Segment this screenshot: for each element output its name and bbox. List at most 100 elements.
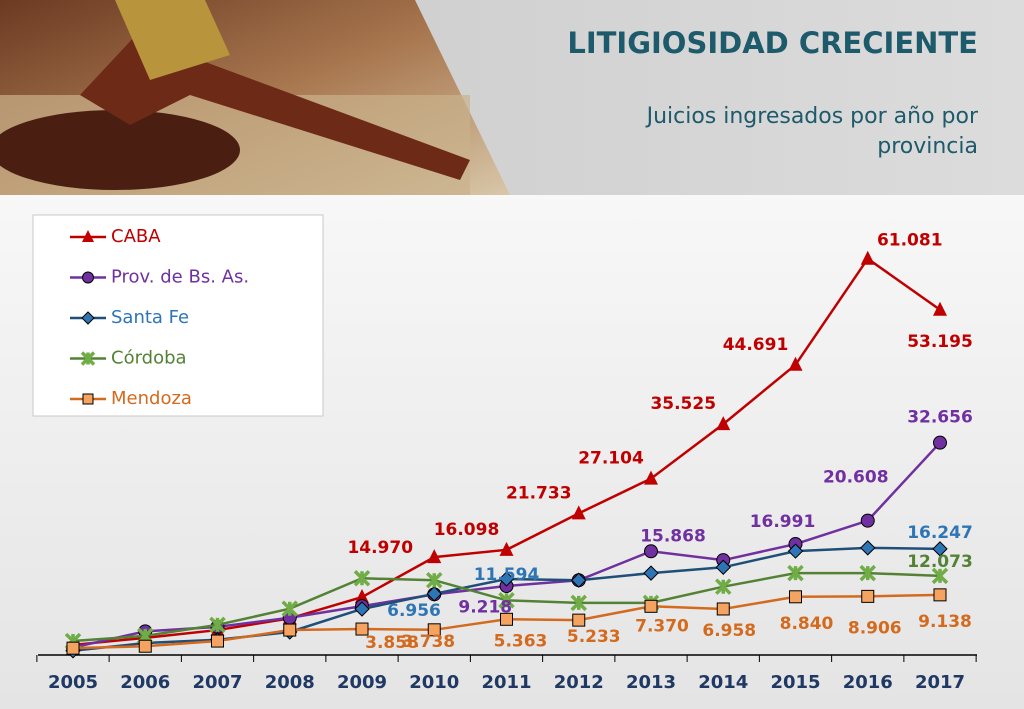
- data-label: 16.247: [907, 523, 973, 543]
- legend-label: Santa Fe: [111, 307, 189, 328]
- data-label: 53.195: [907, 332, 973, 352]
- data-label: 8.840: [780, 614, 834, 634]
- marker: [66, 641, 80, 655]
- data-label: 44.691: [723, 335, 789, 355]
- marker: [860, 540, 876, 556]
- x-tick-label: 2010: [409, 672, 459, 693]
- marker: [283, 623, 297, 637]
- data-label: 3.858: [365, 633, 419, 653]
- marker: [427, 549, 442, 564]
- data-label: 3.738: [401, 632, 455, 652]
- marker: [932, 541, 948, 557]
- data-label: 27.104: [578, 449, 644, 469]
- marker: [644, 599, 658, 613]
- marker: [859, 564, 876, 582]
- title: LITIGIOSIDAD CRECIENTE: [567, 26, 978, 60]
- x-tick-label: 2014: [698, 672, 748, 693]
- data-label: 16.991: [750, 512, 816, 532]
- marker: [571, 572, 587, 588]
- marker: [80, 351, 96, 366]
- marker: [931, 567, 949, 585]
- x-tick-label: 2011: [481, 672, 531, 693]
- marker: [570, 594, 587, 612]
- marker: [788, 356, 803, 371]
- marker: [715, 578, 732, 595]
- x-tick-label: 2016: [843, 672, 893, 693]
- marker: [860, 250, 875, 265]
- marker: [787, 543, 804, 559]
- marker: [933, 301, 947, 316]
- data-label: 14.970: [347, 538, 413, 558]
- marker: [498, 571, 515, 587]
- x-tick-label: 2008: [265, 672, 315, 693]
- marker: [572, 613, 586, 627]
- legend-label: Córdoba: [111, 348, 187, 369]
- data-label: 5.363: [494, 631, 548, 651]
- marker: [355, 589, 369, 604]
- data-label: 5.233: [567, 627, 621, 647]
- marker: [715, 559, 731, 575]
- marker: [427, 623, 441, 637]
- subtitle: Juicios ingresados por año por provincia: [646, 104, 978, 159]
- data-label: 21.733: [506, 483, 572, 503]
- marker: [499, 541, 514, 556]
- data-label: 12.073: [907, 552, 973, 572]
- x-tick-label: 2015: [770, 672, 820, 693]
- marker: [81, 311, 95, 325]
- marker: [355, 622, 369, 636]
- data-label: 6.956: [387, 601, 441, 621]
- marker: [82, 271, 94, 284]
- x-tick-label: 2017: [915, 672, 965, 693]
- data-label: 9.138: [918, 612, 972, 632]
- marker: [933, 435, 947, 450]
- marker: [82, 230, 94, 242]
- marker: [860, 513, 875, 528]
- data-label: 20.608: [823, 468, 889, 488]
- x-tick-label: 2013: [626, 672, 676, 693]
- marker: [498, 592, 515, 609]
- data-label: 11.594: [474, 565, 540, 585]
- x-tick-label: 2005: [48, 672, 98, 693]
- marker: [716, 416, 731, 431]
- data-label: 61.081: [877, 231, 943, 251]
- marker: [643, 565, 659, 581]
- data-label: 9.218: [458, 597, 512, 617]
- legend-box: [32, 214, 324, 417]
- marker: [211, 634, 224, 648]
- x-tick-label: 2007: [192, 672, 242, 693]
- gavel-block: [0, 110, 240, 190]
- gavel-band: [115, 0, 230, 80]
- data-label: 16.098: [434, 520, 500, 540]
- x-tick-label: 2006: [120, 672, 170, 693]
- marker: [426, 571, 443, 589]
- marker: [571, 505, 586, 520]
- data-label: 7.370: [635, 616, 689, 636]
- data-label: 6.958: [702, 621, 756, 641]
- marker: [787, 564, 804, 582]
- marker: [209, 616, 226, 634]
- data-label: 32.656: [907, 408, 973, 428]
- data-label: 8.906: [848, 618, 902, 638]
- marker: [281, 600, 298, 617]
- marker: [716, 602, 730, 616]
- marker: [354, 601, 370, 617]
- x-tick-label: 2012: [554, 672, 604, 693]
- data-label: 35.525: [650, 394, 716, 414]
- marker: [644, 470, 658, 485]
- data-label: 15.868: [640, 526, 706, 546]
- x-tick-label: 2009: [337, 672, 387, 693]
- legend-label: CABA: [111, 226, 161, 247]
- marker: [500, 612, 513, 626]
- legend-label: Prov. de Bs. As.: [111, 267, 249, 288]
- marker: [426, 586, 442, 602]
- marker: [933, 588, 947, 602]
- marker: [644, 544, 658, 559]
- legend-label: Mendoza: [111, 388, 192, 409]
- marker: [82, 393, 94, 405]
- marker: [861, 589, 875, 603]
- marker: [353, 570, 371, 587]
- marker: [138, 639, 152, 653]
- marker: [789, 590, 802, 604]
